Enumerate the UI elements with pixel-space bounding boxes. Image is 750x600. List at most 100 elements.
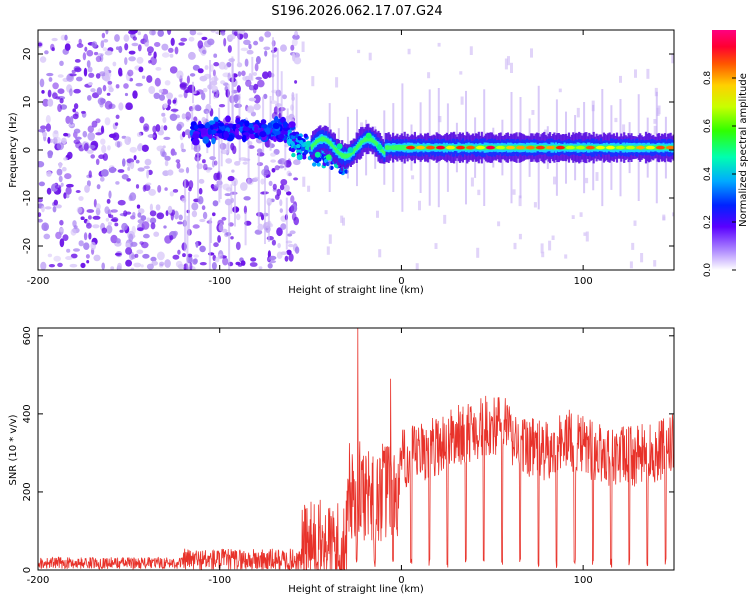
noise-speckle bbox=[74, 59, 81, 63]
ridge-core bbox=[585, 145, 595, 150]
ridge-green bbox=[316, 139, 319, 143]
ridge-green bbox=[329, 141, 332, 147]
noise-speckle bbox=[192, 64, 200, 71]
ridge-green bbox=[583, 145, 587, 150]
snr-x-axis-label: Height of straight line (km) bbox=[288, 584, 424, 595]
noise-speckle bbox=[60, 182, 64, 187]
noise-speckle bbox=[213, 184, 220, 189]
faint-patch bbox=[640, 253, 644, 263]
noise-speckle bbox=[92, 215, 101, 220]
noise-speckle bbox=[64, 43, 71, 51]
noise-speckle bbox=[209, 156, 216, 161]
noise-speckle bbox=[65, 256, 73, 260]
noise-speckle bbox=[96, 87, 103, 96]
ridge-core bbox=[476, 145, 485, 150]
scatter-signal bbox=[277, 133, 285, 140]
noise-speckle bbox=[197, 196, 204, 205]
noise-speckle bbox=[42, 131, 47, 138]
noise-streak bbox=[276, 48, 279, 121]
noise-speckle bbox=[40, 261, 47, 270]
faint-patch bbox=[342, 217, 345, 226]
noise-speckle bbox=[261, 168, 269, 177]
scatter-signal bbox=[211, 137, 216, 145]
ridge-green bbox=[370, 137, 373, 142]
noise-speckle bbox=[217, 253, 223, 260]
ridge-green bbox=[374, 140, 377, 146]
noise-speckle bbox=[217, 235, 222, 243]
noise-speckle bbox=[150, 222, 156, 230]
noise-speckle bbox=[277, 242, 281, 249]
noise-speckle bbox=[218, 104, 226, 108]
noise-speckle bbox=[104, 70, 110, 80]
faint-patch bbox=[357, 49, 361, 54]
noise-speckle bbox=[224, 193, 232, 197]
noise-speckle bbox=[170, 37, 175, 47]
noise-speckle bbox=[121, 174, 129, 180]
noise-speckle bbox=[156, 145, 165, 152]
noise-speckle bbox=[202, 159, 206, 164]
noise-speckle bbox=[235, 241, 241, 251]
noise-speckle bbox=[253, 83, 259, 90]
noise-speckle bbox=[278, 158, 287, 165]
noise-speckle bbox=[87, 95, 92, 101]
noise-speckle bbox=[201, 205, 206, 211]
transition-signal bbox=[287, 138, 293, 143]
noise-speckle bbox=[146, 217, 151, 223]
snr-y-tick-label: 0 bbox=[22, 567, 33, 573]
noise-speckle bbox=[141, 75, 146, 79]
snr-y-tick-label: 400 bbox=[22, 404, 33, 423]
noise-speckle bbox=[128, 50, 136, 55]
noise-streak bbox=[230, 184, 233, 214]
transition-blob bbox=[365, 132, 372, 139]
noise-speckle bbox=[178, 42, 185, 46]
noise-speckle bbox=[95, 73, 101, 79]
ridge-green bbox=[393, 145, 396, 150]
noise-speckle bbox=[38, 212, 42, 218]
noise-streak bbox=[295, 93, 298, 128]
scatter-signal bbox=[234, 128, 239, 136]
noise-streak bbox=[251, 56, 254, 81]
noise-speckle bbox=[98, 154, 105, 159]
faint-patch bbox=[531, 110, 535, 115]
noise-speckle bbox=[191, 210, 198, 218]
faint-patch bbox=[378, 249, 382, 258]
noise-speckle bbox=[159, 261, 165, 266]
noise-speckle bbox=[64, 34, 68, 41]
noise-speckle bbox=[118, 45, 123, 54]
ridge-green bbox=[387, 145, 390, 150]
noise-speckle bbox=[214, 257, 220, 263]
noise-speckle bbox=[110, 234, 118, 244]
noise-speckle bbox=[187, 84, 196, 94]
faint-patch bbox=[477, 189, 481, 196]
noise-speckle bbox=[257, 79, 265, 88]
ridge-core bbox=[665, 145, 674, 150]
noise-speckle bbox=[44, 50, 49, 55]
noise-speckle bbox=[211, 262, 217, 270]
faint-patch bbox=[585, 177, 589, 184]
noise-speckle bbox=[253, 40, 259, 46]
noise-speckle bbox=[248, 43, 252, 50]
noise-speckle bbox=[252, 72, 258, 76]
noise-speckle bbox=[138, 66, 144, 73]
noise-speckle bbox=[218, 223, 224, 232]
noise-speckle bbox=[73, 248, 80, 252]
faint-patch bbox=[476, 247, 480, 258]
noise-speckle bbox=[156, 212, 165, 220]
noise-speckle bbox=[93, 254, 101, 262]
noise-speckle bbox=[63, 157, 68, 161]
noise-speckle bbox=[69, 263, 78, 268]
noise-speckle bbox=[66, 248, 71, 253]
noise-speckle bbox=[136, 204, 141, 209]
noise-speckle bbox=[81, 110, 86, 114]
noise-streak bbox=[285, 197, 288, 250]
ridge-green bbox=[376, 142, 379, 147]
noise-speckle bbox=[188, 36, 195, 42]
noise-speckle bbox=[110, 218, 118, 222]
noise-speckle bbox=[115, 84, 120, 89]
transition-blob bbox=[296, 154, 303, 161]
colorbar-tick-label: 0.0 bbox=[703, 263, 713, 278]
noise-speckle bbox=[39, 56, 47, 63]
noise-speckle bbox=[116, 141, 121, 148]
ridge-green bbox=[444, 145, 447, 150]
noise-speckle bbox=[290, 195, 295, 204]
